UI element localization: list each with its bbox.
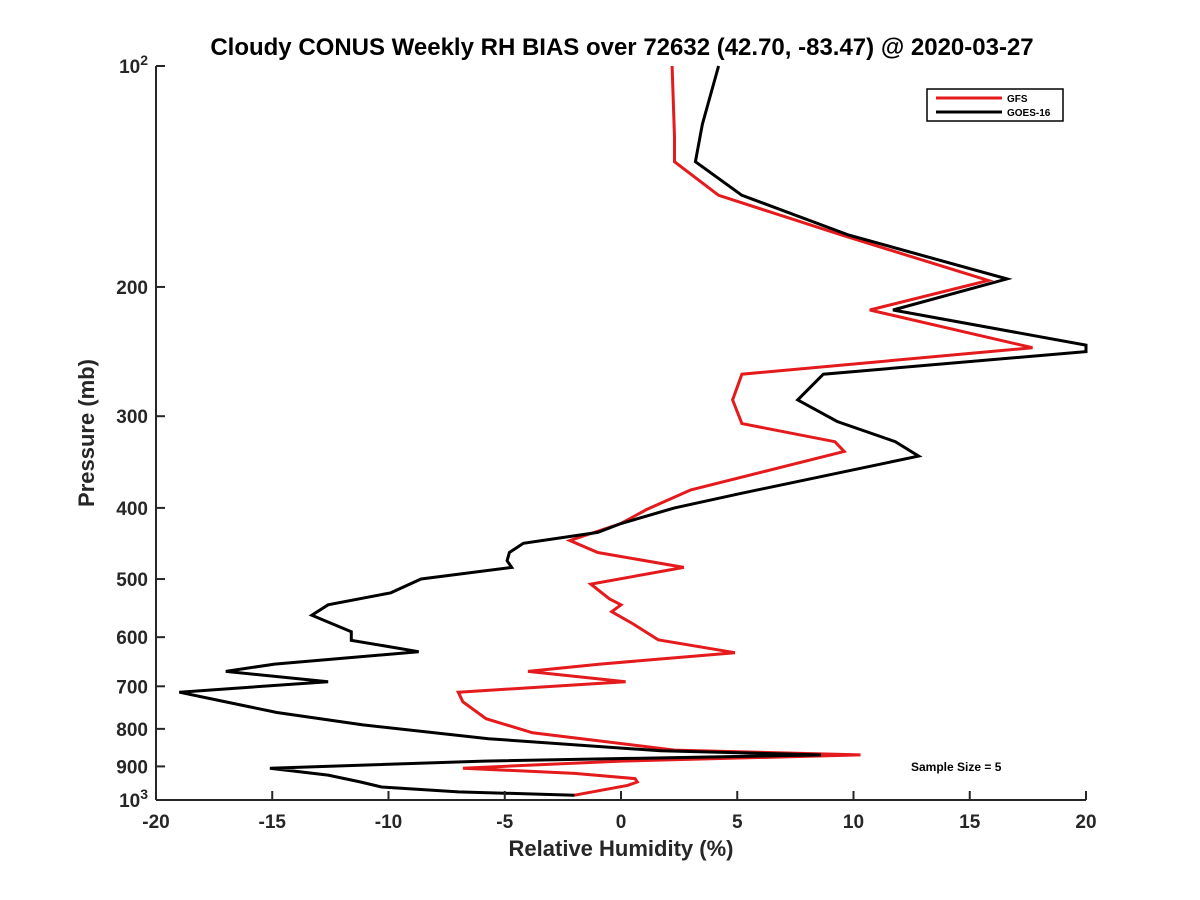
y-tick-label: 500 bbox=[116, 570, 148, 591]
y-tick-label: 103 bbox=[119, 786, 148, 812]
y-tick-label: 200 bbox=[116, 278, 148, 299]
y-tick-label: 600 bbox=[116, 628, 148, 649]
legend-label-gfs: GFS bbox=[1007, 94, 1028, 105]
x-tick-label: 5 bbox=[732, 812, 743, 833]
x-tick-label: -15 bbox=[259, 812, 287, 833]
y-tick-label: 300 bbox=[116, 407, 148, 428]
x-tick-label: 0 bbox=[616, 812, 627, 833]
chart-title: Cloudy CONUS Weekly RH BIAS over 72632 (… bbox=[210, 34, 1033, 61]
y-tick-label: 400 bbox=[116, 499, 148, 520]
x-tick-label: -5 bbox=[496, 812, 513, 833]
x-tick-label: -20 bbox=[142, 812, 169, 833]
series-line-gfs bbox=[455, 65, 1033, 797]
x-tick-label: -10 bbox=[375, 812, 402, 833]
series-line-goes-16 bbox=[178, 65, 1088, 797]
ticks-layer: -20 -15 -10 -5 0 5 10 15 20 102 200 300 400 500 600 700… bbox=[116, 52, 1096, 833]
legend-box bbox=[926, 88, 1064, 122]
y-axis-label: Pressure (mb) bbox=[74, 359, 99, 507]
series-layer bbox=[178, 65, 1088, 797]
legend-label-goes-16: GOES-16 bbox=[1007, 108, 1051, 119]
axes-layer bbox=[155, 66, 1086, 801]
y-tick-label: 700 bbox=[116, 677, 148, 698]
x-tick-label: 20 bbox=[1075, 812, 1096, 833]
x-axis-label: Relative Humidity (%) bbox=[509, 836, 734, 861]
legend: GFS GOES-16 bbox=[926, 88, 1064, 122]
x-tick-label: 10 bbox=[843, 812, 864, 833]
x-tick-label: 15 bbox=[959, 812, 981, 833]
y-tick-label: 102 bbox=[119, 52, 148, 78]
y-tick-label: 900 bbox=[116, 757, 148, 778]
y-tick-label: 800 bbox=[116, 720, 148, 741]
sample-size-annotation: Sample Size = 5 bbox=[911, 760, 1002, 774]
